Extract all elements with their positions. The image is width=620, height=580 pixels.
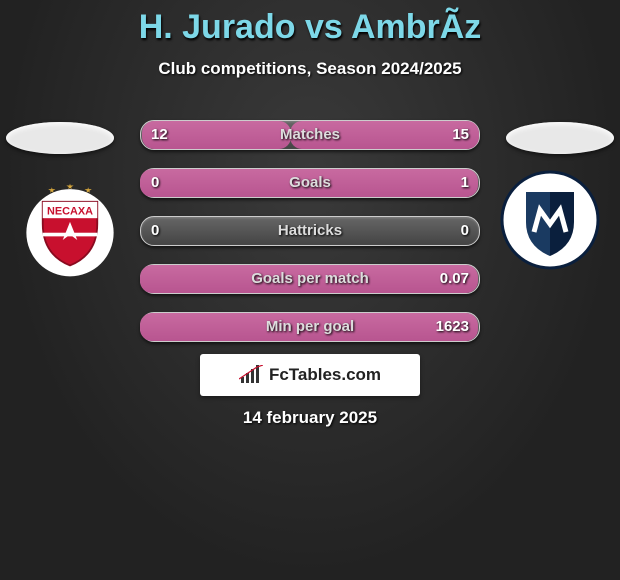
bar-chart-icon xyxy=(239,365,263,385)
page-title: H. Jurado vs AmbrÃ­z xyxy=(0,0,620,47)
stat-value-right: 1 xyxy=(461,169,469,197)
player-oval-right xyxy=(506,122,614,154)
stat-bar: 0Hattricks0 xyxy=(140,216,480,246)
page-subtitle: Club competitions, Season 2024/2025 xyxy=(0,59,620,79)
stat-bar: Goals per match0.07 xyxy=(140,264,480,294)
stat-value-right: 0 xyxy=(461,217,469,245)
club-badge-left: NECAXA xyxy=(20,180,120,280)
site-logo-text: FcTables.com xyxy=(269,365,381,385)
site-logo: FcTables.com xyxy=(200,354,420,396)
stat-label: Goals per match xyxy=(141,265,479,293)
stat-label: Goals xyxy=(141,169,479,197)
stat-value-right: 15 xyxy=(452,121,469,149)
stat-value-right: 1623 xyxy=(436,313,469,341)
club-badge-right xyxy=(500,170,600,270)
stats-bars: 12Matches150Goals10Hattricks0Goals per m… xyxy=(140,120,480,360)
stat-label: Min per goal xyxy=(141,313,479,341)
monterrey-shield-icon xyxy=(500,170,600,270)
stat-label: Hattricks xyxy=(141,217,479,245)
stat-bar: Min per goal1623 xyxy=(140,312,480,342)
date-text: 14 february 2025 xyxy=(0,408,620,428)
player-oval-left xyxy=(6,122,114,154)
necaxa-shield-icon: NECAXA xyxy=(20,180,120,280)
stat-bar: 0Goals1 xyxy=(140,168,480,198)
stat-value-right: 0.07 xyxy=(440,265,469,293)
stat-bar: 12Matches15 xyxy=(140,120,480,150)
stat-label: Matches xyxy=(141,121,479,149)
svg-text:NECAXA: NECAXA xyxy=(47,206,93,218)
